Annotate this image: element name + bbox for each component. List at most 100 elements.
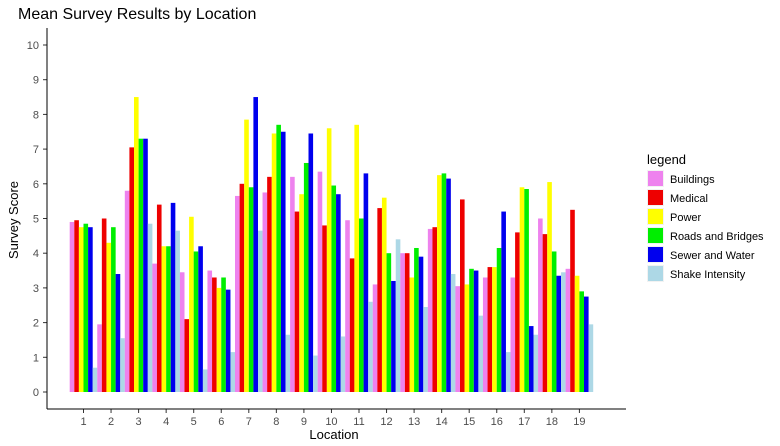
y-axis-title: Survey Score [6,181,21,259]
x-tick-label: 5 [191,416,197,428]
bar [524,189,529,392]
bar [74,220,79,392]
bar [161,246,167,392]
bar [313,355,318,392]
bar [83,223,89,392]
x-tick-label: 14 [436,416,448,428]
bar [363,173,369,392]
bar [377,208,382,392]
x-axis-ticks: 1 2 3 4 5 6 7 8 9 10 11 12 13 14 15 16 17 18 19 [80,409,586,428]
bar [258,230,263,392]
legend-swatch [648,266,663,281]
bar [427,228,433,392]
bar [101,218,107,392]
bar [565,268,571,392]
bar [349,258,355,392]
bar [244,119,249,393]
legend-title: legend [647,152,686,167]
bar [386,253,392,392]
bar [400,253,405,392]
bar [381,197,387,392]
bar [115,274,121,392]
chart-title: Mean Survey Results by Location [18,6,256,23]
y-axis-ticks: 0 1 2 3 4 5 6 7 8 9 10 [27,40,47,399]
bar [299,194,304,392]
bar [303,162,309,392]
legend-swatch [648,247,663,262]
bar [528,326,534,392]
x-tick-label: 9 [301,416,307,428]
bar [280,131,286,392]
bar [138,138,144,392]
y-tick-label: 1 [33,352,39,364]
bar [179,272,185,392]
bar [496,247,502,392]
bar [487,267,493,392]
legend-swatch [648,209,663,224]
bar [184,319,190,392]
bar [69,221,75,392]
bar [230,352,236,392]
bar [216,287,222,392]
x-tick-label: 19 [573,416,585,428]
bar [418,256,424,392]
bar [271,133,277,393]
bar [170,202,176,392]
bar [404,253,410,392]
bar [294,211,300,392]
x-tick-label: 8 [273,416,279,428]
x-tick-label: 17 [518,416,530,428]
y-tick-label: 5 [33,214,39,226]
x-tick-label: 7 [246,416,252,428]
legend-label: Shake Intensity [670,269,746,281]
bar [248,187,254,392]
bar [482,277,488,392]
bar [588,324,594,392]
bar [143,138,148,392]
bar [441,173,447,392]
bar [92,367,98,392]
x-tick-label: 12 [380,416,392,428]
y-tick-label: 10 [27,40,39,52]
y-tick-label: 0 [33,387,39,399]
bar [317,171,323,392]
bar [510,277,516,392]
x-tick-label: 15 [463,416,475,428]
bar [239,183,245,392]
bar [340,336,346,392]
bar [446,178,451,392]
bar [262,192,268,392]
bar [290,176,295,392]
bar [515,232,520,392]
bar [322,225,327,392]
bar [78,227,84,392]
bar [492,267,497,392]
bar [464,284,470,392]
bar [129,147,134,392]
bar [198,246,203,392]
bar [533,334,539,392]
bar [584,296,589,392]
bar [359,218,364,392]
x-tick-label: 11 [353,416,364,428]
bar [519,187,525,392]
bar [152,263,157,392]
bar [354,124,359,392]
bar [134,97,139,393]
bars [69,97,594,393]
bar [326,128,332,392]
bar [414,247,419,392]
bar [372,284,378,392]
y-tick-label: 9 [33,75,39,87]
x-tick-label: 16 [491,416,503,428]
bar [542,234,548,392]
legend-swatch [648,171,663,186]
bar [221,277,226,392]
legend-label: Medical [670,193,708,205]
bar [437,175,442,393]
bar [308,133,314,393]
y-tick-label: 4 [33,248,39,260]
legend: legend Buildings Medical Power Roads and Br… [647,152,764,282]
bar [432,227,438,392]
